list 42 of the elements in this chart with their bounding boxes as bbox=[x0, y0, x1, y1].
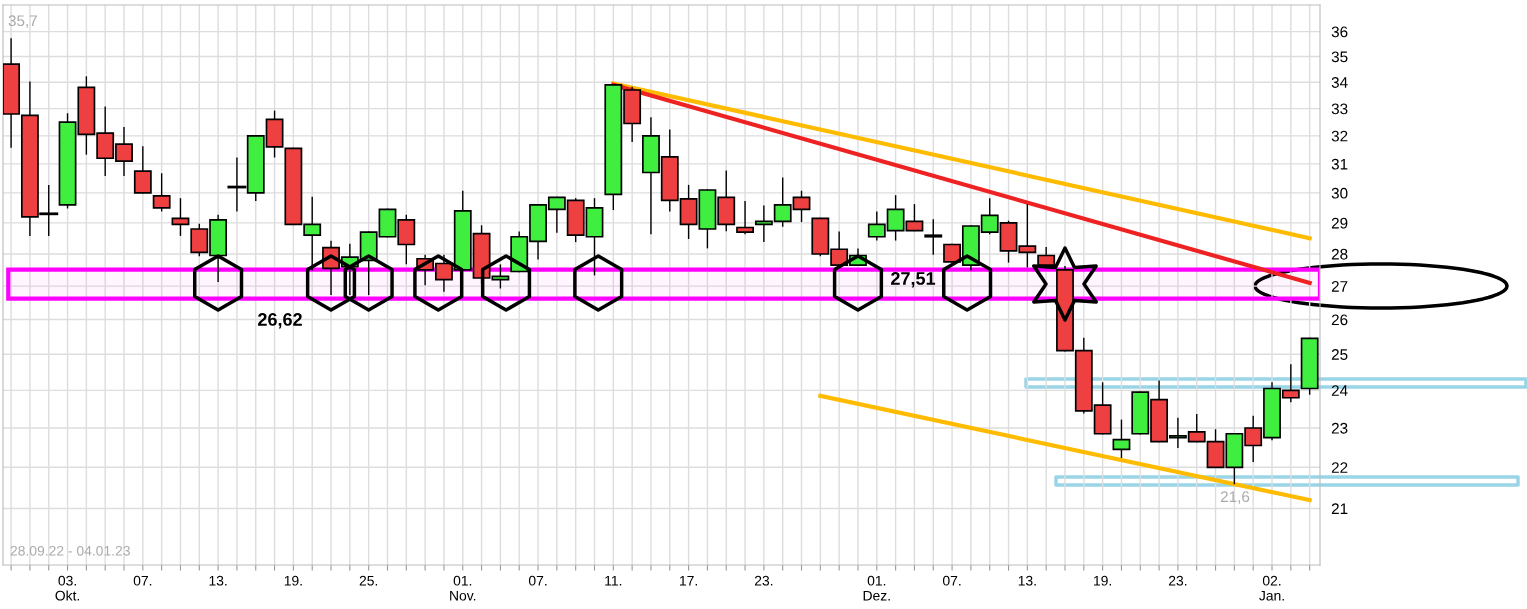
x-tick-label: 01. Nov. bbox=[450, 575, 476, 601]
y-tick-label: 22 bbox=[1331, 462, 1348, 473]
y-tick-label: 35 bbox=[1331, 51, 1348, 63]
y-tick-label: 33 bbox=[1331, 103, 1348, 115]
candlestick bbox=[736, 201, 754, 235]
y-tick-label: 26 bbox=[1331, 314, 1348, 326]
y-tick-label: 34 bbox=[1331, 77, 1348, 88]
candlestick bbox=[924, 219, 943, 255]
y-tick-label: 21 bbox=[1331, 503, 1348, 514]
y-tick-label: 32 bbox=[1331, 130, 1348, 142]
x-tick-label: 13. bbox=[209, 575, 227, 586]
x-tick-label: 23. bbox=[754, 575, 773, 586]
x-tick-label: 07. bbox=[942, 575, 961, 586]
x-tick-label: 23. bbox=[1168, 575, 1187, 586]
x-tick-label: 07. bbox=[528, 575, 547, 586]
annotation: 26,62 bbox=[258, 313, 302, 329]
y-tick-label: 29 bbox=[1331, 217, 1348, 229]
candlestick bbox=[133, 146, 152, 194]
x-tick-label: 07. bbox=[133, 575, 152, 586]
x-tick-label: 19. bbox=[1094, 575, 1112, 586]
y-tick-label: 36 bbox=[1331, 26, 1348, 38]
y-tick-label: 27 bbox=[1331, 281, 1348, 292]
y-tick-label: 31 bbox=[1331, 158, 1348, 170]
y-tick-label: 30 bbox=[1331, 187, 1348, 199]
x-tick-label: 25. bbox=[359, 575, 378, 586]
x-tick-label: 11. bbox=[605, 575, 622, 586]
x-tick-label: 19. bbox=[284, 575, 302, 586]
x-tick-label: 02. Jan. bbox=[1259, 575, 1284, 601]
annotation: 35,7 bbox=[8, 15, 37, 28]
annotation: 27,51 bbox=[891, 272, 936, 288]
x-tick-label: 13. bbox=[1018, 575, 1036, 586]
x-tick-label: 01. Dez. bbox=[863, 575, 890, 601]
y-tick-label: 28 bbox=[1331, 248, 1348, 260]
annotation: 28.09.22 - 04.01.23 bbox=[10, 545, 130, 556]
candlestick bbox=[152, 173, 171, 212]
x-tick-label: 03. Okt. bbox=[55, 575, 80, 601]
y-tick-label: 23 bbox=[1331, 422, 1348, 434]
candlestick bbox=[1112, 419, 1131, 459]
y-tick-label: 24 bbox=[1331, 385, 1348, 396]
annotation: 21,6 bbox=[1220, 491, 1250, 504]
x-tick-label: 17. bbox=[680, 575, 697, 586]
y-tick-label: 25 bbox=[1331, 349, 1348, 360]
